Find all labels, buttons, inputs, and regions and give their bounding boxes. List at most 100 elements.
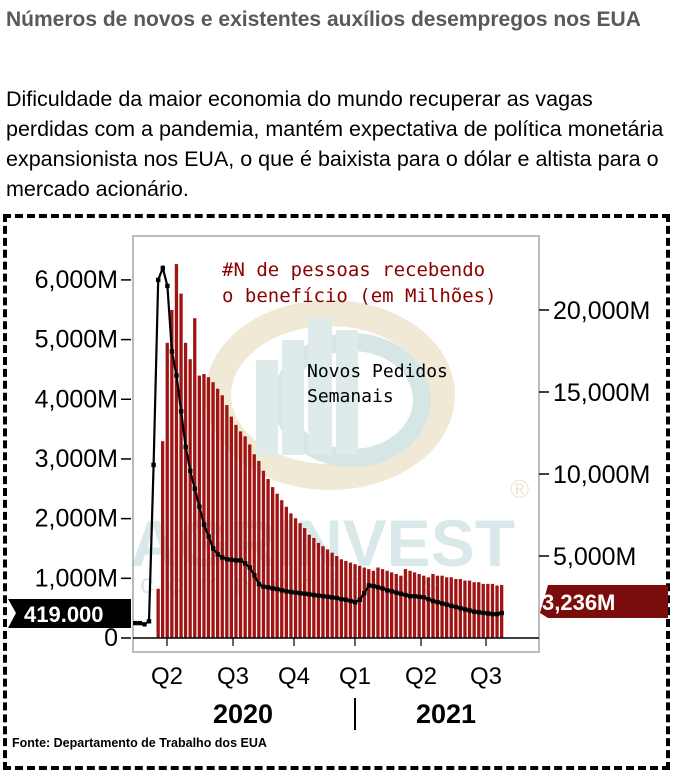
new-claims-point [284,589,289,594]
bar [289,513,293,638]
new-claims-point [137,620,143,626]
page-title: Números de novos e existentes auxílios d… [6,8,641,31]
left-tick-label: 2,000M [35,505,118,533]
watermark-building [282,340,304,455]
x-quarter-label: Q3 [470,663,502,690]
new-claims-point [197,504,202,509]
new-claims-point [270,586,275,591]
x-quarter-label: Q4 [278,663,310,690]
left-tick-label: 0 [104,624,118,652]
new-claims-point [206,534,211,539]
new-claims-point [398,591,404,596]
new-claims-point [348,598,353,604]
bar [238,431,243,638]
new-claims-point [133,620,138,626]
bar [202,374,206,638]
new-claims-point [339,597,344,602]
new-claims-point [403,592,408,598]
new-claims-point [288,589,294,595]
new-claims-point [178,409,184,414]
page-subtitle: Dificuldade da maior economia do mundo r… [6,87,664,201]
new-claims-point [169,349,175,354]
bar [275,493,279,638]
new-claims-point [156,277,161,283]
new-claims-point [334,595,339,601]
new-claims-point [142,622,147,627]
new-claims-point [426,597,431,602]
new-claims-point [462,607,468,612]
left-last-value-badge: 419.000 [8,599,131,628]
x-quarter-label: Q2 [151,663,183,690]
left-tick-label: 6,000M [35,266,118,294]
x-quarter-label: Q2 [405,663,437,690]
new-claims-point [220,555,225,560]
bar [490,583,495,638]
x-quarter-label: Q3 [217,663,249,690]
new-claims-point [256,582,262,587]
left-tick-label: 3,000M [35,445,118,473]
bar [385,570,389,638]
watermark-building [308,318,332,455]
bar [284,506,288,638]
new-claims-point [412,594,417,599]
bar [325,549,330,638]
new-claims-point [485,611,491,616]
new-claims-point [247,565,252,570]
new-claims-point [449,603,454,608]
new-claims-point [494,611,500,617]
bar [170,310,174,638]
right-tick-label: 5,000M [553,543,636,571]
bar [431,574,435,638]
bar [403,569,408,638]
new-claims-point [366,583,372,588]
bar [252,454,256,638]
bar [220,395,224,638]
new-claims-point [279,588,285,593]
bar [399,575,403,638]
new-claims-point [160,265,165,271]
new-claims-point [458,606,463,611]
new-claims-point [385,588,390,593]
legend-line-line1: Novos Pedidos [307,361,448,382]
new-claims-point [215,552,220,557]
bar [426,577,430,638]
new-claims-point [146,619,152,624]
watermark-swoosh-inner [273,333,431,467]
bar [261,470,266,638]
bar [179,293,183,638]
new-claims-point [307,592,312,597]
new-claims-point [453,604,459,610]
right-tick-label: 15,000M [553,379,650,407]
bar [156,588,160,638]
new-claims-point [151,462,156,468]
x-year-label: 2021 [416,699,476,729]
bar [193,318,197,638]
x-year-label: 2020 [213,699,273,729]
right-last-value: 3,236M [542,590,615,615]
new-claims-point [265,585,271,590]
new-claims-point [238,558,243,563]
bar [445,577,449,638]
axes: 0 1,000M 2,000M 3,000M 4,000M 5,000M 6,000M 5,0… [35,266,651,652]
new-claims-point [183,444,188,450]
bar [243,436,247,638]
left-last-value: 419.000 [24,602,104,627]
new-claims-point [165,283,170,289]
new-claims-point [201,522,207,527]
new-claims-point [188,468,193,474]
left-tick-label: 1,000M [35,564,118,592]
new-claims-point [417,594,422,599]
new-claims-point [174,373,179,378]
legend-bars-line1: #N de pessoas recebendo [222,259,485,281]
legend-bars-line2: o benefício (em Milhões) [222,285,497,307]
right-tick-label: 10,000M [553,461,650,489]
bar [234,424,238,638]
right-tick-label: 20,000M [553,297,650,325]
bar [271,487,275,638]
new-claims-point [311,592,317,598]
new-claims-point [302,591,307,596]
right-last-value-badge: 3,236M [540,585,668,618]
bar [435,575,440,638]
bar [206,377,211,638]
bar [495,585,499,638]
